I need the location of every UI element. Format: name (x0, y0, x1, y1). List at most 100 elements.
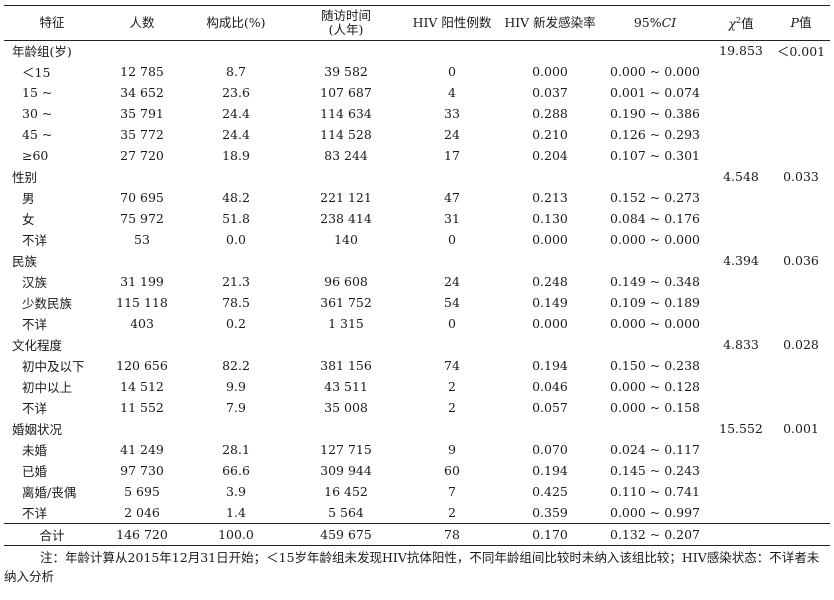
table-row: 初中及以下 120 656 82.2 381 156 74 0.194 0.150 ~ 0.… (4, 355, 830, 376)
empty-cell (772, 397, 830, 418)
empty-cell (184, 250, 288, 271)
total-incidence: 0.170 (532, 526, 568, 542)
positive-cell: 33 (444, 106, 460, 121)
total-count: 146 720 (116, 526, 168, 542)
ci-cell: 0.152 ~ 0.273 (610, 190, 700, 205)
empty-cell (600, 250, 710, 271)
table-bottom-rule (4, 545, 830, 547)
empty-cell (404, 40, 500, 61)
row-label: 女 (22, 212, 35, 227)
proportion-cell: 7.9 (226, 400, 246, 415)
row-label: 汉族 (22, 275, 48, 290)
empty-cell (288, 166, 404, 187)
empty-cell (772, 271, 830, 292)
proportion-cell: 66.6 (222, 463, 250, 478)
count-cell: 403 (130, 316, 154, 331)
person-years-cell: 1 315 (328, 316, 364, 331)
row-label: 45 ~ (22, 127, 53, 142)
p-value: 0.028 (783, 337, 819, 352)
table-row: ＜15 12 785 8.7 39 582 0 0.000 0.000 ~ 0.000 (4, 61, 830, 82)
empty-cell (288, 334, 404, 355)
person-years-cell: 39 582 (324, 64, 368, 79)
positive-cell: 2 (448, 400, 456, 415)
header-followup: 随访时间 (人年) (288, 6, 404, 40)
proportion-cell: 18.9 (222, 148, 250, 163)
row-label: 少数民族 (22, 296, 73, 311)
empty-cell (600, 418, 710, 439)
header-followup-line2: (人年) (328, 22, 364, 37)
row-label: ≥60 (22, 148, 49, 163)
table-total-rule (4, 523, 830, 524)
header-ci-prefix: 95% (633, 15, 662, 30)
empty-cell (288, 40, 404, 61)
ci-cell: 0.000 ~ 0.000 (610, 64, 700, 79)
header-incidence: HIV 新发感染率 (504, 15, 596, 30)
empty-cell (600, 166, 710, 187)
incidence-cell: 0.130 (532, 211, 568, 226)
empty-cell (100, 166, 184, 187)
ci-cell: 0.145 ~ 0.243 (610, 463, 700, 478)
table-row: 不详 11 552 7.9 35 008 2 0.057 0.000 ~ 0.158 (4, 397, 830, 418)
row-label: 初中以上 (22, 380, 73, 395)
person-years-cell: 221 121 (320, 190, 372, 205)
proportion-cell: 9.9 (226, 379, 246, 394)
table-row: 汉族 31 199 21.3 96 608 24 0.248 0.149 ~ 0.348 (4, 271, 830, 292)
positive-cell: 2 (448, 505, 456, 520)
empty-cell (772, 187, 830, 208)
header-chi-suffix: 值 (741, 16, 754, 32)
table-row: 30 ~ 35 791 24.4 114 634 33 0.288 0.190 ~ 0.38… (4, 103, 830, 124)
count-cell: 41 249 (120, 442, 164, 457)
empty-cell (710, 292, 772, 313)
table-row: 少数民族 115 118 78.5 361 752 54 0.149 0.109 ~ 0.1… (4, 292, 830, 313)
p-value: 0.001 (783, 421, 819, 436)
empty-cell (772, 82, 830, 103)
count-cell: 97 730 (120, 463, 164, 478)
empty-cell (710, 376, 772, 397)
empty-cell (710, 460, 772, 481)
count-cell: 2 046 (124, 505, 160, 520)
incidence-cell: 0.194 (532, 463, 568, 478)
empty-cell (600, 40, 710, 61)
empty-cell (100, 250, 184, 271)
row-label: 初中及以下 (22, 359, 85, 374)
positive-cell: 9 (448, 442, 456, 457)
row-label: 离婚/丧偶 (22, 485, 77, 500)
incidence-cell: 0.037 (532, 85, 568, 100)
empty-cell (710, 208, 772, 229)
empty-cell (184, 334, 288, 355)
empty-cell (500, 40, 600, 61)
person-years-cell: 96 608 (324, 274, 368, 289)
table-group-row: 婚姻状况 15.552 0.001 (4, 418, 830, 439)
header-ci: 95%CI (600, 6, 710, 40)
header-chi-symbol: χ (728, 16, 736, 32)
count-cell: 35 772 (120, 127, 164, 142)
empty-cell (710, 61, 772, 82)
row-label: 男 (22, 191, 35, 206)
empty-cell (710, 502, 772, 523)
count-cell: 31 199 (120, 274, 164, 289)
row-label: 不详 (22, 233, 48, 248)
positive-cell: 74 (444, 358, 460, 373)
proportion-cell: 0.0 (226, 232, 246, 247)
positive-cell: 24 (444, 127, 460, 142)
header-ci-italic: CI (661, 15, 677, 30)
ci-cell: 0.000 ~ 0.000 (610, 232, 700, 247)
empty-cell (772, 439, 830, 460)
incidence-cell: 0.149 (532, 295, 568, 310)
person-years-cell: 140 (334, 232, 358, 247)
empty-cell (288, 418, 404, 439)
count-cell: 12 785 (120, 64, 164, 79)
count-cell: 34 652 (120, 85, 164, 100)
ci-cell: 0.084 ~ 0.176 (610, 211, 700, 226)
table-row: 45 ~ 35 772 24.4 114 528 24 0.210 0.126 ~ 0.29… (4, 124, 830, 145)
header-chi-sup: 2 (735, 16, 742, 26)
group-label: 性别 (12, 170, 38, 185)
person-years-cell: 309 944 (320, 463, 372, 478)
empty-cell (710, 103, 772, 124)
empty-cell (100, 334, 184, 355)
positive-cell: 0 (448, 64, 456, 79)
header-followup-line1: 随访时间 (320, 8, 371, 23)
empty-cell (500, 166, 600, 187)
empty-cell (772, 355, 830, 376)
positive-cell: 4 (448, 85, 456, 100)
